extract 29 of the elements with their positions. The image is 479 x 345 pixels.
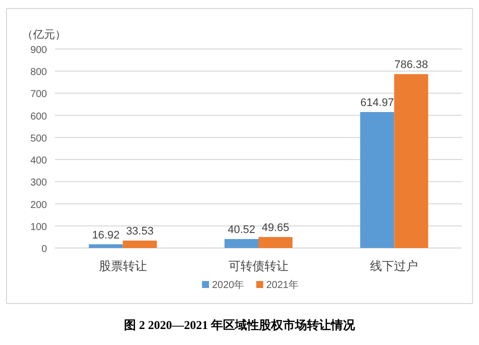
- data-label: 16.92: [92, 229, 120, 242]
- y-tick-label: 700: [30, 89, 48, 100]
- text: 图 2 2020—2021 年区域性股权市场转让情况: [124, 318, 356, 332]
- bar: [88, 244, 123, 248]
- y-tick-label: 500: [30, 133, 48, 144]
- bar: [394, 74, 428, 248]
- x-tick-label: 股票转让: [98, 259, 147, 273]
- bar: [258, 237, 292, 248]
- bar: [224, 239, 258, 248]
- y-tick-label: 0: [41, 244, 48, 255]
- legend-label: 2021年: [266, 279, 298, 291]
- x-tick-label: 线下过户: [370, 259, 418, 273]
- y-tick-label: 900: [30, 45, 48, 56]
- data-label: 786.38: [394, 59, 428, 72]
- legend-label: 2020年: [212, 279, 244, 291]
- x-tick-label: 可转债转让: [228, 259, 288, 273]
- data-label: 49.65: [262, 222, 290, 234]
- y-tick-label: 200: [30, 200, 48, 211]
- y-tick-label: 100: [30, 222, 48, 233]
- y-tick-label: 600: [30, 111, 48, 122]
- data-label: 614.97: [360, 97, 394, 110]
- y-tick-label: 300: [30, 178, 48, 189]
- data-label: 40.52: [228, 224, 256, 236]
- data-label: 33.53: [126, 226, 154, 238]
- y-tick-label: 800: [30, 67, 48, 78]
- y-tick-label: 400: [30, 156, 48, 167]
- bar: [122, 240, 157, 248]
- bar: [360, 112, 394, 248]
- y-axis-title: （亿元）: [22, 29, 66, 41]
